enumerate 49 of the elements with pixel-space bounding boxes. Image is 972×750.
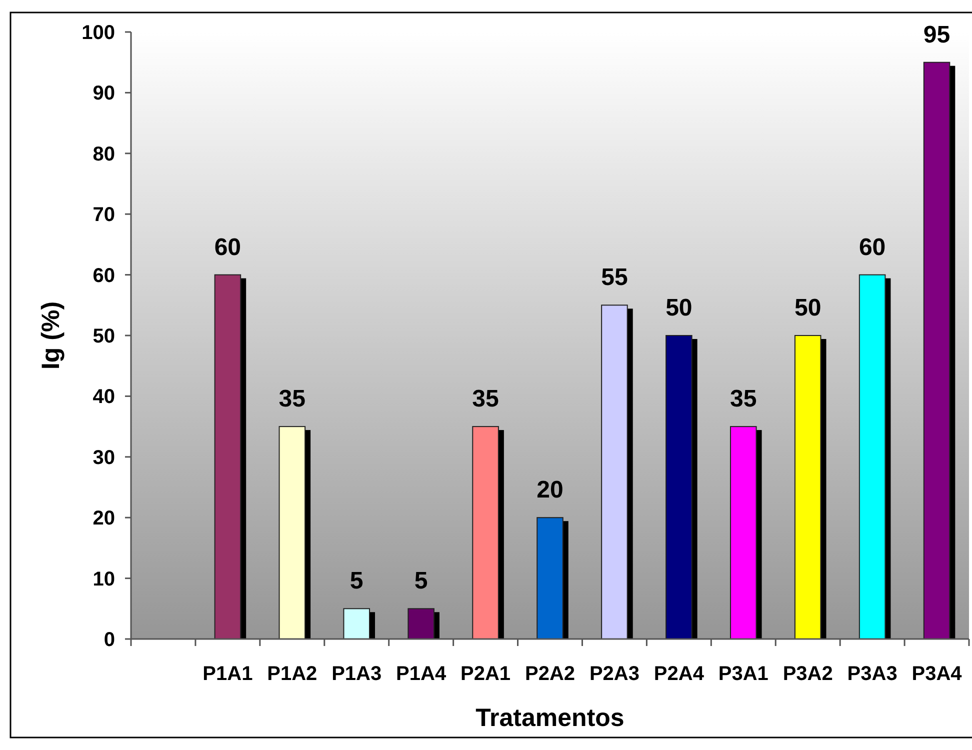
data-label: 55 bbox=[601, 264, 628, 292]
bar bbox=[214, 274, 242, 639]
x-tick-label: P3A4 bbox=[912, 663, 963, 685]
x-tick-label: P1A4 bbox=[396, 663, 447, 685]
data-label: 20 bbox=[536, 476, 564, 504]
bar bbox=[536, 517, 564, 639]
y-tick-label: 70 bbox=[92, 204, 115, 226]
data-label: 95 bbox=[923, 21, 950, 48]
y-tick-label: 40 bbox=[92, 386, 115, 408]
data-label: 35 bbox=[278, 386, 306, 413]
y-tick-label: 30 bbox=[92, 446, 115, 469]
x-tick-label: P3A1 bbox=[718, 663, 768, 685]
data-label: 35 bbox=[730, 386, 757, 413]
x-tick-label: P1A2 bbox=[267, 663, 318, 685]
data-label: 60 bbox=[858, 234, 886, 261]
data-label: 50 bbox=[794, 294, 822, 322]
bar bbox=[794, 335, 822, 639]
x-tick-label: P2A2 bbox=[524, 663, 576, 685]
y-axis-title: Ig (%) bbox=[37, 301, 65, 370]
y-tick-label: 0 bbox=[104, 629, 115, 651]
bar bbox=[666, 335, 692, 639]
y-tick-label: 100 bbox=[82, 22, 115, 44]
x-tick-label: P1A3 bbox=[332, 663, 382, 685]
y-tick-label: 20 bbox=[92, 508, 115, 530]
data-label: 50 bbox=[666, 294, 692, 322]
x-tick-label: P3A2 bbox=[782, 663, 833, 685]
bar bbox=[923, 62, 950, 639]
bar bbox=[408, 608, 434, 639]
data-label: 35 bbox=[472, 386, 499, 413]
data-label: 5 bbox=[414, 568, 428, 595]
data-label: 60 bbox=[214, 234, 242, 261]
x-tick-label: P3A3 bbox=[847, 663, 898, 685]
x-axis-title: Tratamentos bbox=[476, 704, 624, 732]
bar bbox=[858, 274, 886, 639]
bar bbox=[601, 304, 628, 639]
y-tick-label: 50 bbox=[92, 326, 115, 348]
bar bbox=[343, 608, 370, 639]
y-tick-label: 90 bbox=[92, 82, 115, 105]
data-label: 5 bbox=[350, 568, 364, 595]
bar bbox=[730, 426, 757, 639]
x-tick-label: P2A3 bbox=[589, 663, 640, 685]
x-tick-label: P2A1 bbox=[460, 663, 511, 685]
x-tick-label: P2A4 bbox=[654, 663, 705, 685]
y-tick-label: 60 bbox=[92, 264, 115, 287]
bar bbox=[278, 426, 306, 639]
y-tick-label: 80 bbox=[92, 143, 115, 166]
y-tick-label: 10 bbox=[92, 568, 115, 590]
bar bbox=[472, 426, 499, 639]
x-tick-label: P1A1 bbox=[202, 663, 253, 685]
